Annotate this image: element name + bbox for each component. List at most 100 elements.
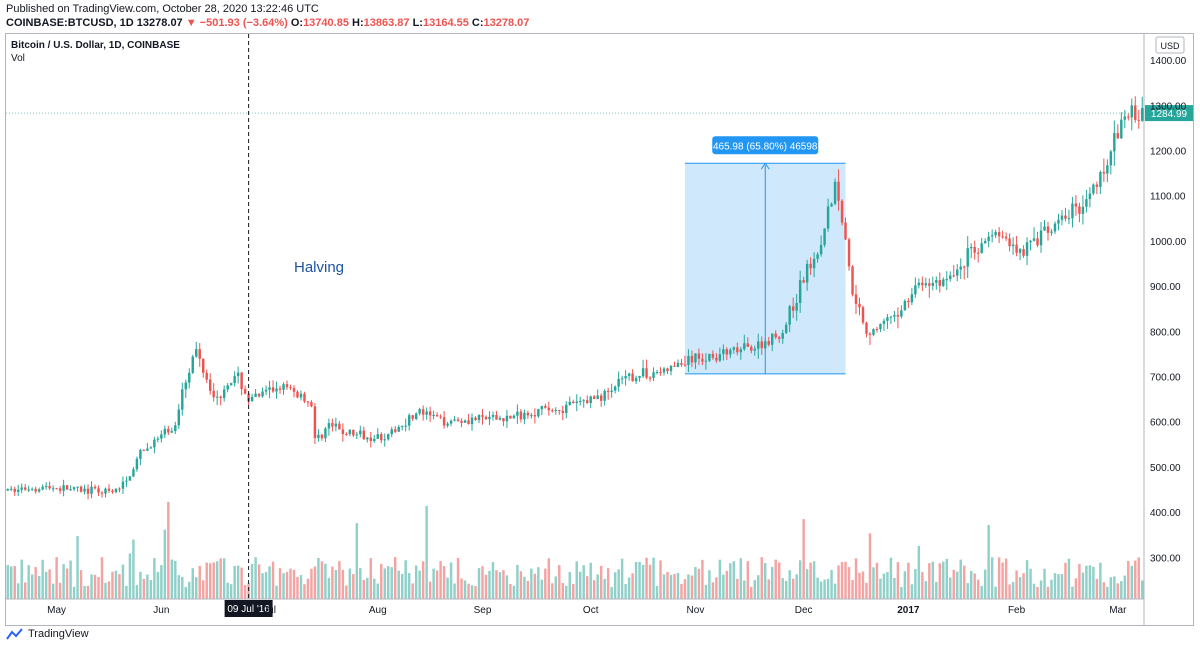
volume-bar: [931, 561, 935, 599]
candle-body: [910, 294, 914, 303]
volume-bar: [673, 573, 676, 599]
volume-bar: [118, 574, 121, 599]
volume-bar: [1137, 557, 1140, 599]
x-tick-label: Jul: [263, 605, 276, 616]
price-chart[interactable]: 465.98 (65.80%) 46598 09 Jul '161284.99 …: [0, 0, 1200, 626]
volume-bar: [589, 562, 592, 599]
candle-body: [690, 355, 694, 363]
candle-body: [1095, 184, 1099, 187]
volume-bar: [687, 574, 690, 599]
candle-body: [306, 401, 310, 403]
candle-body: [840, 200, 844, 223]
volume-bar: [882, 573, 886, 599]
volume-bar: [174, 560, 177, 599]
volume-bar: [1053, 573, 1057, 599]
candle-body: [819, 244, 823, 255]
candle-body: [289, 387, 292, 389]
volume-bar: [275, 585, 278, 599]
volume-bar: [10, 566, 13, 599]
candle-body: [697, 353, 701, 359]
volume-bar: [250, 563, 254, 599]
candle-body: [34, 488, 37, 492]
candle-body: [914, 285, 917, 295]
volume-bar: [6, 565, 9, 599]
candle-body: [652, 372, 655, 378]
candle-body: [488, 416, 491, 420]
volume-bar: [282, 573, 285, 599]
volume-bar: [376, 583, 379, 599]
volume-bar: [767, 579, 770, 599]
candle-body: [299, 393, 303, 398]
volume-bar: [296, 576, 299, 599]
volume-bar: [729, 563, 732, 599]
candle-body: [882, 320, 886, 324]
candle-body: [352, 429, 355, 436]
volume-bar: [805, 569, 809, 599]
volume-bar: [132, 539, 135, 599]
candle-body: [764, 341, 767, 349]
candle-body: [561, 410, 565, 413]
candle-body: [544, 405, 547, 408]
low-label: L:: [412, 17, 423, 29]
candle-body: [331, 423, 334, 427]
candle-body: [456, 419, 460, 422]
volume-bar: [690, 575, 694, 599]
volume-bar: [425, 505, 428, 599]
volume-bar: [498, 572, 502, 599]
candle-body: [757, 341, 760, 349]
volume-bar: [233, 565, 236, 599]
volume-bar: [512, 585, 516, 599]
candle-body: [170, 431, 174, 433]
candle-body: [236, 372, 240, 377]
y-tick-label: 600.00: [1150, 418, 1181, 429]
candle-body: [128, 476, 132, 481]
volume-bar: [51, 583, 55, 599]
candle-body: [27, 489, 30, 491]
volume-bar: [599, 565, 603, 599]
candle-body: [435, 414, 439, 417]
x-tick-label: Jun: [153, 605, 169, 616]
volume-bar: [226, 582, 229, 599]
candle-body: [69, 489, 72, 491]
candle-body: [174, 425, 177, 432]
candle-body: [676, 362, 680, 367]
candle-body: [777, 337, 781, 339]
halving-annotation: Halving: [294, 259, 344, 276]
volume-bar: [1008, 584, 1011, 599]
candle-body: [1074, 203, 1078, 207]
volume-bar: [139, 571, 142, 599]
volume-bar: [851, 580, 854, 599]
candle-body: [442, 417, 446, 426]
volume-bar: [617, 569, 620, 599]
volume-bar: [243, 585, 247, 599]
candle-body: [285, 384, 289, 388]
volume-bar: [980, 585, 983, 599]
volume-bar: [907, 562, 910, 599]
candle-body: [662, 368, 666, 373]
volume-bar: [572, 584, 575, 599]
volume-bar: [530, 568, 533, 599]
volume-bar: [1001, 562, 1004, 599]
candle-body: [816, 254, 819, 259]
candle-body: [505, 415, 509, 422]
candle-body: [1137, 119, 1140, 121]
volume-bar: [390, 567, 393, 599]
candle-body: [495, 415, 498, 420]
volume-bar: [638, 561, 641, 599]
candle-body: [868, 333, 872, 335]
currency-button[interactable]: [1155, 36, 1185, 54]
candle-body: [983, 241, 987, 244]
volume-bar: [1015, 570, 1018, 599]
candle-body: [875, 329, 879, 331]
volume-bar: [732, 561, 736, 599]
tradingview-footer[interactable]: TradingView: [6, 628, 89, 640]
volume-bar: [1141, 580, 1144, 599]
ohlc-bar: COINBASE:BTCUSD, 1D 13278.07 ▼ −501.93 (…: [6, 17, 529, 29]
published-note: Published on TradingView.com, October 28…: [6, 3, 319, 15]
measure-label-box: [712, 136, 819, 155]
volume-bar: [952, 569, 955, 599]
candle-body: [645, 368, 648, 378]
chart-frame: [5, 33, 1194, 626]
volume-bar: [753, 580, 756, 599]
volume-bar: [373, 578, 376, 599]
